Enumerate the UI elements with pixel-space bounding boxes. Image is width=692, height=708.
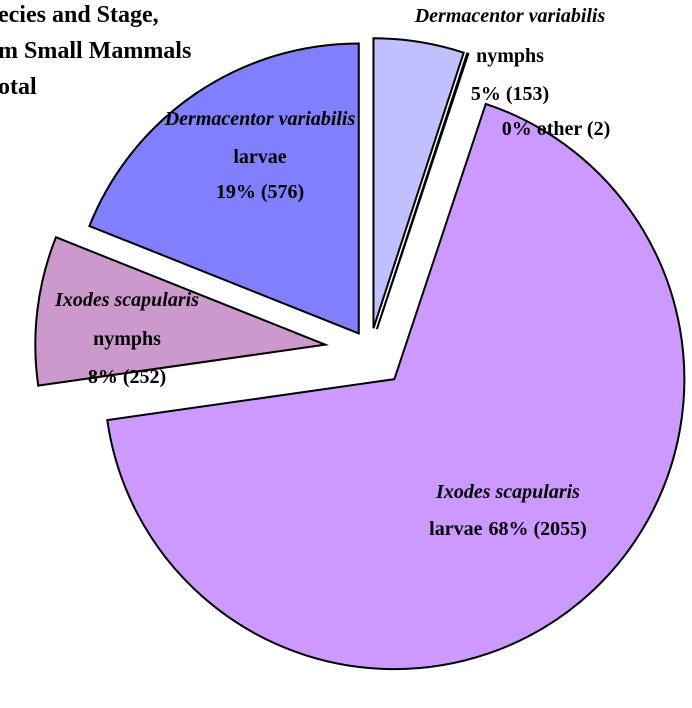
pie-slice	[88, 42, 360, 335]
pie-slice	[375, 52, 470, 330]
value-label: 19% (576)	[216, 181, 304, 203]
value-label: 8% (252)	[88, 366, 166, 388]
pie-slice	[372, 37, 465, 329]
slice-label: 0% other (2)	[502, 118, 611, 140]
slice-label: 5% (153)	[471, 83, 549, 105]
species-label: Ixodes scapularis	[435, 481, 580, 503]
slice-label: Ixodes scapularis	[435, 481, 580, 503]
stage-label: nymphs	[93, 328, 161, 350]
slice-label: Dermacentor variabilis	[414, 5, 606, 27]
slice-label: 19% (576)	[216, 181, 304, 203]
chart-title: m Small Mammals	[0, 38, 191, 64]
stage-label: nymphs	[476, 45, 544, 67]
value-label: 68% (2055)	[488, 518, 586, 540]
pie-slice	[34, 235, 330, 387]
slice-label: Dermacentor variabilis	[164, 108, 356, 130]
slice-label: larvae	[233, 146, 286, 168]
slice-label: larvae 68% (2055)	[429, 518, 587, 540]
slice-label: 8% (252)	[88, 366, 166, 388]
slice-label: nymphs	[93, 328, 161, 350]
species-label: Ixodes scapularis	[54, 289, 199, 311]
stage-label: larvae	[233, 146, 286, 168]
value-label: 5% (153)	[471, 83, 549, 105]
species-label: Dermacentor variabilis	[414, 5, 606, 27]
stage-label: larvae	[429, 518, 482, 540]
slice-label: nymphs	[476, 45, 544, 67]
slice-label: Ixodes scapularis	[54, 289, 199, 311]
chart-title: otal	[0, 74, 37, 100]
value-label: 0% other (2)	[502, 118, 611, 140]
species-label: Dermacentor variabilis	[164, 108, 356, 130]
pie-slice	[106, 102, 686, 671]
chart-title: ecies and Stage,	[0, 2, 159, 28]
